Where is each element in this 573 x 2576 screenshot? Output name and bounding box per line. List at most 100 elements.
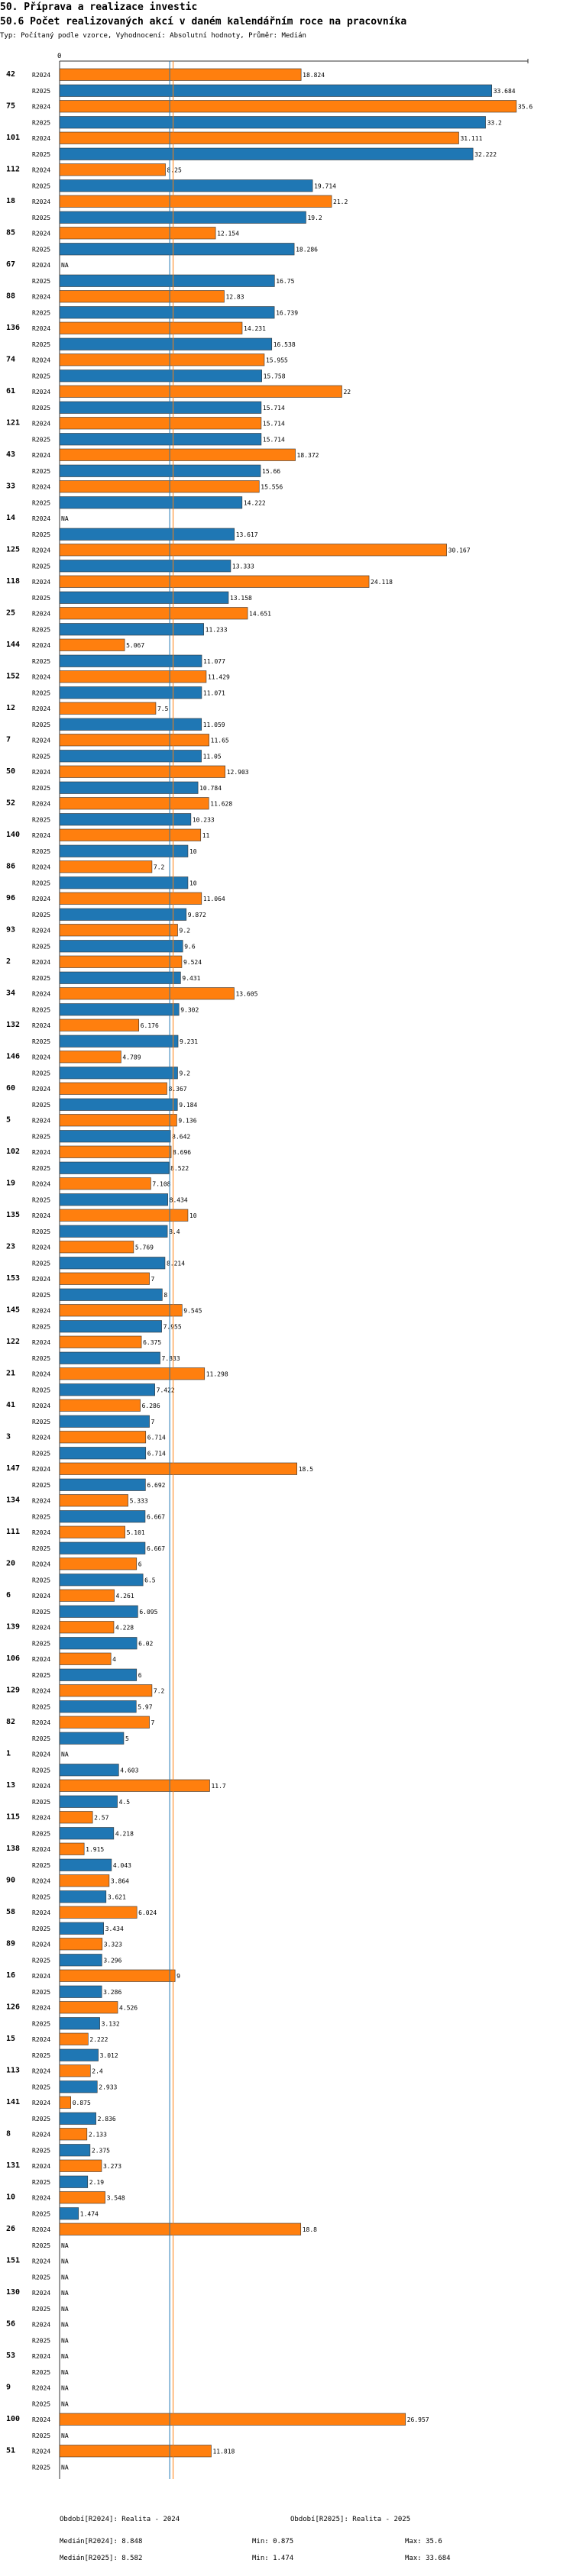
series-label: R2024 [32, 2416, 50, 2423]
bar-value-label: 11.071 [203, 690, 225, 697]
series-label: R2025 [32, 912, 50, 918]
bar-value-label: 4.789 [122, 1054, 141, 1061]
series-label: R2025 [32, 627, 50, 634]
category-label: 74 [6, 356, 15, 364]
bar-value-label: 4.526 [119, 2005, 138, 2012]
bar-value-label: 5.333 [130, 1498, 148, 1505]
bar-r2025 [59, 1067, 178, 1080]
series-label: R2024 [32, 1593, 50, 1600]
bar-r2024 [59, 955, 183, 968]
bar-value-label: 35.6 [518, 104, 533, 111]
series-label: R2024 [32, 928, 50, 935]
series-label: R2025 [32, 531, 50, 538]
series-label: R2024 [32, 1783, 50, 1790]
category-label: 106 [6, 1654, 20, 1663]
bar-r2025 [59, 1225, 168, 1238]
series-label: R2025 [32, 151, 50, 158]
bar-r2024 [59, 638, 125, 651]
bar-r2025 [59, 1320, 162, 1333]
bar-value-label: 7.108 [152, 1181, 170, 1188]
series-label: R2024 [32, 167, 50, 174]
series-label: R2024 [32, 2385, 50, 2392]
category-label: 102 [6, 1148, 20, 1156]
series-label: R2024 [32, 1688, 50, 1695]
series-label: R2024 [32, 1909, 50, 1916]
series-label: R2025 [32, 1894, 50, 1901]
bar-value-label: 1.915 [86, 1846, 104, 1853]
series-label: R2024 [32, 1942, 50, 1948]
bar-value-label: 22 [343, 389, 351, 395]
bar-r2025 [59, 243, 295, 256]
bar-r2025 [59, 1858, 112, 1871]
series-label: R2025 [32, 1007, 50, 1014]
series-label: R2025 [32, 1577, 50, 1584]
series-label: R2024 [32, 2163, 50, 2170]
bar-value-label: 33.684 [494, 88, 516, 95]
series-label: R2024 [32, 231, 50, 237]
bar-value-label: 11.65 [211, 738, 229, 744]
bar-value-label: 11.298 [206, 1371, 228, 1378]
category-label: 88 [6, 292, 15, 301]
bar-r2024 [59, 765, 225, 778]
category-label: 61 [6, 387, 15, 395]
series-label: R2025 [32, 183, 50, 190]
bar-r2024 [59, 131, 459, 144]
bar-value-label: 9.431 [182, 975, 200, 982]
bar-r2024 [59, 1874, 110, 1887]
series-label: R2025 [32, 373, 50, 380]
series-label: R2024 [32, 1751, 50, 1758]
bar-r2024 [59, 1525, 125, 1538]
na-label: NA [61, 2306, 69, 2313]
series-label: R2025 [32, 658, 50, 665]
bar-value-label: 0.875 [73, 2100, 91, 2106]
series-label: R2025 [32, 1102, 50, 1109]
bar-r2024 [59, 227, 216, 240]
legend-min-2024: Min: 0.875 [252, 2538, 294, 2545]
series-label: R2024 [32, 1498, 50, 1505]
category-label: 152 [6, 673, 20, 681]
bar-r2025 [59, 211, 306, 224]
series-label: R2025 [32, 2211, 50, 2218]
bar-r2024 [59, 163, 166, 176]
bar-r2025 [59, 1700, 137, 1713]
series-label: R2024 [32, 515, 50, 522]
bar-value-label: 32.222 [474, 151, 497, 158]
series-label: R2024 [32, 262, 50, 269]
bar-r2024 [59, 575, 370, 588]
bar-r2025 [59, 1827, 115, 1840]
category-label: 90 [6, 1877, 15, 1885]
bar-r2024 [59, 321, 243, 334]
bar-r2025 [59, 147, 474, 160]
bar-r2024 [59, 702, 157, 715]
bar-value-label: 6.667 [147, 1545, 165, 1552]
series-label: R2025 [32, 563, 50, 570]
series-label: R2025 [32, 2084, 50, 2091]
series-label: R2025 [32, 1482, 50, 1489]
bar-value-label: 3.273 [103, 2163, 121, 2170]
bar-r2025 [59, 813, 192, 826]
legend-max-2025: Max: 33.684 [405, 2555, 451, 2562]
series-label: R2024 [32, 738, 50, 744]
bar-value-label: 2.133 [89, 2132, 107, 2139]
bar-r2024 [59, 2445, 212, 2458]
bar-r2024 [59, 2128, 88, 2141]
bar-value-label: 11.7 [211, 1783, 225, 1790]
bar-value-label: 30.167 [448, 547, 471, 554]
series-label: R2025 [32, 88, 50, 95]
bar-value-label: 7.833 [162, 1355, 180, 1362]
series-label: R2025 [32, 1672, 50, 1679]
bar-value-label: 11.05 [203, 754, 222, 760]
series-label: R2024 [32, 864, 50, 871]
bar-value-label: 31.111 [460, 135, 482, 142]
bar-value-label: 10.784 [199, 785, 222, 792]
bar-r2024 [59, 100, 517, 113]
series-label: R2025 [32, 120, 50, 127]
bar-r2025 [59, 971, 181, 984]
category-label: 50 [6, 767, 15, 776]
category-label: 126 [6, 2003, 20, 2012]
series-label: R2025 [32, 437, 50, 444]
bar-value-label: 7 [151, 1419, 155, 1425]
category-label: 13 [6, 1781, 15, 1790]
series-label: R2025 [32, 1641, 50, 1648]
bar-value-label: 3.286 [103, 1989, 121, 1996]
